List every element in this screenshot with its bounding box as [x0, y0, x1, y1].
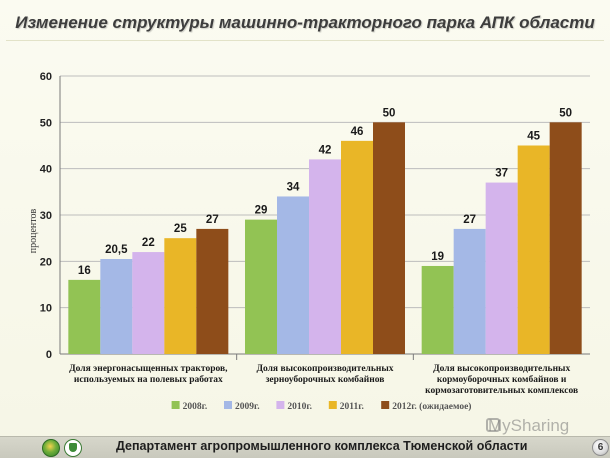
data-label: 16: [78, 265, 91, 277]
y-axis-label: процентов: [28, 208, 39, 253]
data-label: 25: [174, 223, 187, 235]
x-category-label: Доля высокопроизводительных: [433, 364, 570, 374]
x-category-label: зерноуборочных комбайнов: [266, 374, 385, 385]
region-emblem-icon: [42, 439, 60, 457]
bar: [421, 265, 454, 354]
data-label: 46: [351, 126, 364, 138]
legend-swatch: [171, 401, 180, 409]
data-label: 45: [527, 131, 540, 143]
y-tick-label: 20: [40, 256, 52, 268]
data-label: 20,5: [105, 244, 128, 256]
data-label: 42: [319, 144, 332, 156]
slide-title: Изменение структуры машинно-тракторного …: [6, 6, 604, 41]
y-tick-label: 30: [40, 210, 52, 222]
chart-area: 0 10 20 30 40 50 60 процентов 16 20,5 22 25 27 Доля э…: [0, 44, 610, 434]
bar: [453, 228, 486, 354]
bar: [277, 196, 309, 354]
data-label: 37: [495, 168, 508, 180]
legend-label: 2010г.: [287, 402, 312, 412]
bar: [549, 122, 582, 354]
bar: [164, 238, 197, 354]
department-logo-icon: [64, 439, 82, 457]
bar: [309, 159, 341, 354]
data-label: 50: [559, 107, 572, 119]
y-tick-label: 50: [40, 117, 52, 129]
legend-label: 2011г.: [340, 402, 364, 412]
bar: [100, 259, 133, 354]
x-category-label: используемых на полевых работах: [74, 374, 223, 385]
bar: [373, 122, 405, 354]
slide-footer: Департамент агропромышленного комплекса …: [0, 436, 610, 458]
x-category-label: Доля высокопроизводительных: [256, 364, 393, 374]
bar: [485, 182, 518, 354]
bar: [245, 219, 277, 354]
data-label: 27: [206, 214, 219, 226]
data-label: 29: [255, 205, 268, 217]
data-label: 50: [383, 107, 396, 119]
y-tick-label: 40: [40, 164, 52, 176]
watermark-icon: [486, 418, 500, 432]
legend-swatch: [381, 401, 390, 409]
x-category-label: кормоуборочных комбайнов и: [437, 374, 567, 385]
bar: [68, 279, 101, 354]
data-label: 34: [287, 181, 300, 193]
legend-swatch: [276, 401, 285, 409]
data-label: 22: [142, 237, 155, 249]
bar: [196, 228, 229, 354]
x-category-label: кормозаготовительных комплексов: [425, 386, 578, 396]
footer-text: Департамент агропромышленного комплекса …: [116, 439, 528, 453]
data-label: 27: [463, 214, 476, 226]
watermark-logo: MySharing: [488, 416, 570, 435]
legend-label: 2008г.: [183, 402, 208, 412]
legend-label: 2012г. (ожидаемое): [392, 401, 471, 412]
bar: [341, 140, 373, 354]
y-tick-label: 60: [40, 71, 52, 83]
page-number: 6: [592, 439, 609, 456]
legend-swatch: [328, 401, 337, 409]
x-category-label: Доля энергонасыщенных тракторов,: [69, 364, 228, 374]
legend-label: 2009г.: [235, 402, 260, 412]
data-label: 19: [431, 251, 444, 263]
bar: [517, 145, 550, 354]
y-tick-label: 0: [46, 349, 52, 361]
y-tick-label: 10: [40, 303, 52, 315]
bar: [132, 252, 165, 354]
legend-swatch: [224, 401, 232, 409]
bar-chart: 0 10 20 30 40 50 60 процентов 16 20,5 22 25 27 Доля э…: [28, 71, 590, 412]
